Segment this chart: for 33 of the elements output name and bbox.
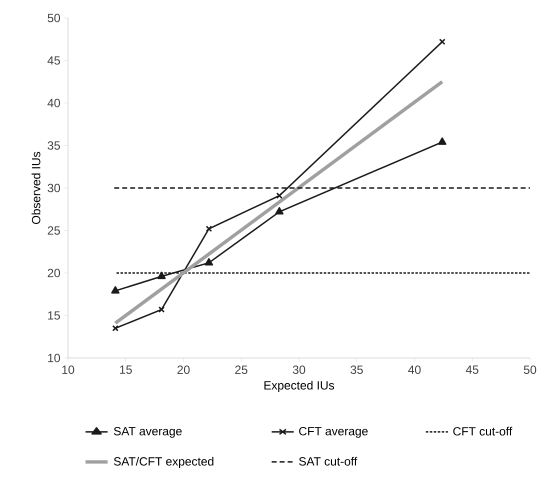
y-tick-label: 40	[47, 98, 60, 108]
y-tick-label: 30	[48, 184, 60, 192]
y-tick-label: 45	[47, 56, 60, 65]
x-tick-label: 25	[235, 366, 248, 374]
legend-label: CFT average	[299, 426, 368, 438]
legend-label: SAT cut-off	[299, 456, 358, 466]
x-tick-label: 15	[120, 366, 132, 374]
y-tick-label: 10	[48, 354, 60, 362]
point	[157, 272, 166, 280]
point	[276, 192, 283, 199]
x-axis-title: Expected IUs	[264, 380, 334, 392]
x-tick-label: 45	[466, 366, 478, 374]
y-tick-label: 35	[48, 141, 60, 150]
x-tick-label: 35	[350, 366, 363, 374]
y-tick-label: 15	[48, 311, 60, 320]
legend-label: SAT/CFT expected	[114, 456, 214, 468]
x-tick-label: 40	[408, 366, 421, 374]
legend-label: CFT cut-off	[453, 426, 512, 436]
point	[206, 226, 212, 232]
y-axis-title: Observed IUs	[32, 152, 40, 224]
y-tick-label: 25	[48, 226, 60, 235]
x-tick-label: 10	[62, 366, 74, 374]
point	[158, 306, 165, 313]
x-tick-label: 50	[524, 366, 536, 374]
point	[204, 258, 214, 266]
x-tick-label: 30	[292, 366, 306, 374]
point	[275, 207, 284, 215]
y-tick-label: 20	[48, 268, 60, 278]
legend-label: SAT average	[114, 426, 182, 438]
point	[438, 137, 446, 145]
point	[111, 286, 120, 294]
y-tick-label: 50	[48, 14, 60, 22]
x-tick-label: 20	[177, 366, 190, 374]
